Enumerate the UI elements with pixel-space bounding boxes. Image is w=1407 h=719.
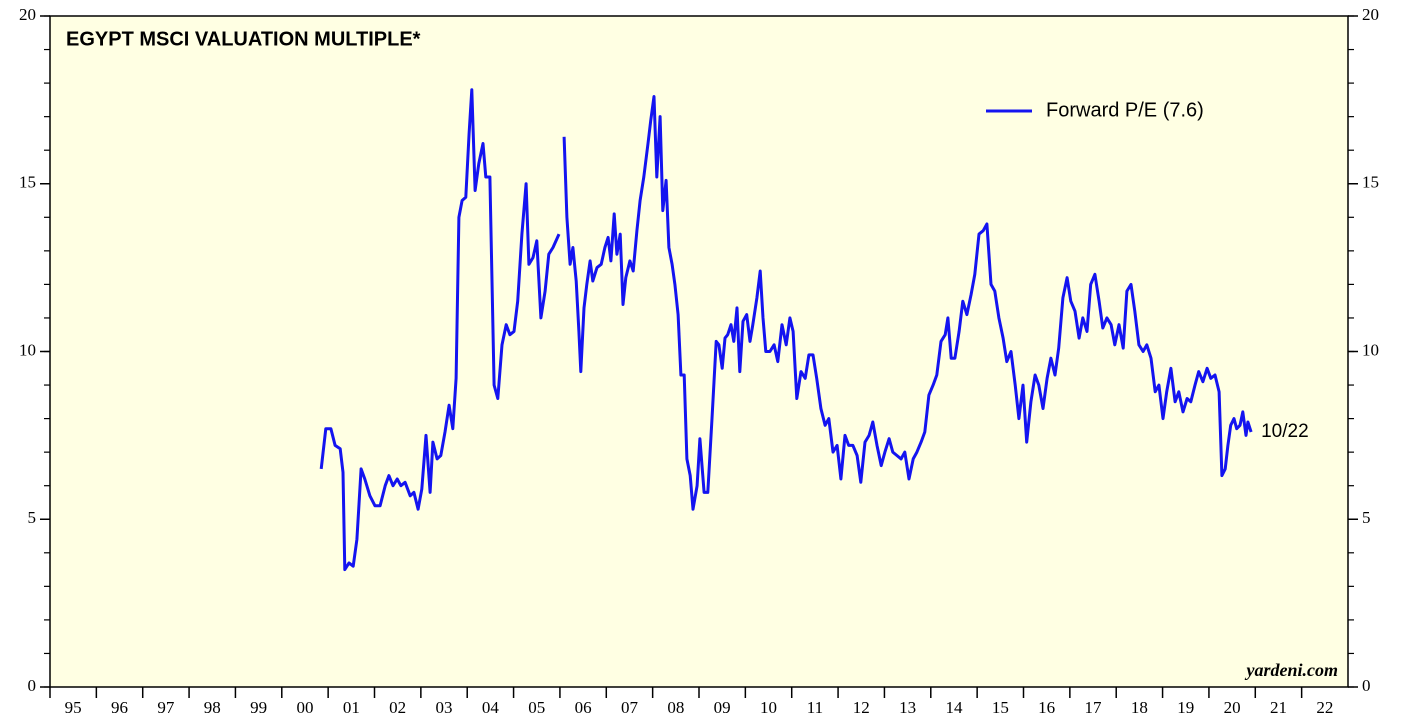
x-tick-label: 99 xyxy=(250,698,267,717)
y2-tick-label: 20 xyxy=(1362,5,1379,24)
annotation: 10/22 xyxy=(1261,421,1309,442)
plot-area xyxy=(49,15,1349,688)
y-tick-label: 5 xyxy=(28,508,37,527)
x-tick-label: 95 xyxy=(65,698,82,717)
x-tick-label: 97 xyxy=(157,698,175,717)
x-tick-label: 10 xyxy=(760,698,777,717)
x-tick-label: 96 xyxy=(111,698,128,717)
x-tick-label: 98 xyxy=(204,698,221,717)
x-tick-label: 18 xyxy=(1131,698,1148,717)
x-tick-label: 11 xyxy=(807,698,823,717)
y2-tick-label: 0 xyxy=(1362,676,1371,695)
x-tick-label: 01 xyxy=(343,698,360,717)
x-tick-label: 07 xyxy=(621,698,639,717)
x-tick-label: 15 xyxy=(992,698,1009,717)
y-tick-label: 15 xyxy=(19,173,36,192)
x-tick-label: 03 xyxy=(436,698,453,717)
x-tick-label: 05 xyxy=(528,698,545,717)
x-tick-label: 09 xyxy=(714,698,731,717)
x-tick-label: 02 xyxy=(389,698,406,717)
y-tick-label: 0 xyxy=(28,676,37,695)
series-line xyxy=(319,88,1253,572)
y2-tick-label: 10 xyxy=(1362,340,1379,359)
x-tick-label: 21 xyxy=(1270,698,1287,717)
x-tick-label: 22 xyxy=(1316,698,1333,717)
y2-tick-label: 15 xyxy=(1362,173,1379,192)
y-tick-label: 10 xyxy=(19,340,36,359)
y2-tick-label: 5 xyxy=(1362,508,1371,527)
x-tick-label: 20 xyxy=(1224,698,1241,717)
x-tick-label: 00 xyxy=(296,698,313,717)
x-tick-label: 04 xyxy=(482,698,500,717)
x-tick-label: 08 xyxy=(667,698,684,717)
x-tick-label: 17 xyxy=(1085,698,1103,717)
x-tick-label: 14 xyxy=(945,698,963,717)
chart-title: EGYPT MSCI VALUATION MULTIPLE* xyxy=(66,28,421,50)
x-tick-label: 12 xyxy=(853,698,870,717)
x-tick-label: 16 xyxy=(1038,698,1055,717)
legend-label: Forward P/E (7.6) xyxy=(1046,99,1204,121)
source: yardeni.com xyxy=(1245,660,1339,680)
x-tick-label: 13 xyxy=(899,698,916,717)
y-tick-label: 20 xyxy=(19,5,36,24)
x-tick-label: 06 xyxy=(575,698,592,717)
x-tick-label: 19 xyxy=(1177,698,1194,717)
